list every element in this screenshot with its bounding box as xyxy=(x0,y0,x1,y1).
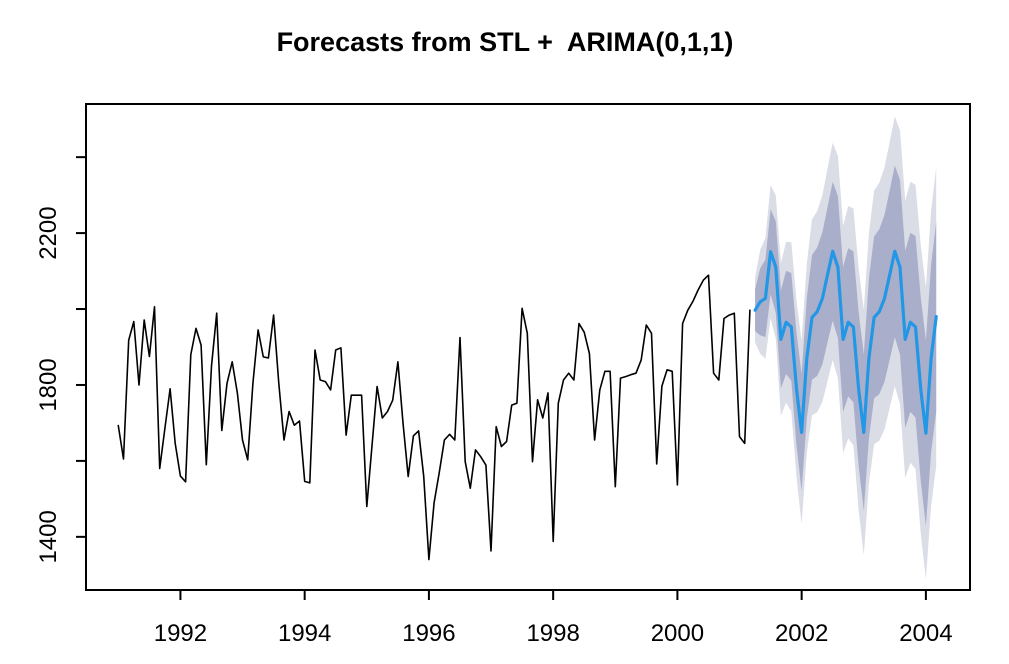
y-tick-label: 1800 xyxy=(35,358,62,411)
x-tick-label: 1996 xyxy=(402,620,455,647)
x-tick-label: 2002 xyxy=(775,620,828,647)
x-tick-label: 1998 xyxy=(526,620,579,647)
plot-border xyxy=(85,103,971,591)
series-lines xyxy=(117,249,938,561)
y-tick-label: 1400 xyxy=(35,510,62,563)
x-tick-label: 1994 xyxy=(278,620,331,647)
y-tick-label: 2200 xyxy=(35,206,62,259)
x-tick-label: 1992 xyxy=(154,620,207,647)
forecast-mean-line xyxy=(753,249,938,435)
x-tick-label: 2000 xyxy=(651,620,704,647)
x-tick-label: 2004 xyxy=(899,620,952,647)
prediction-intervals xyxy=(755,116,937,579)
observed-line xyxy=(117,274,751,561)
axes: 1992 1994 1996 1998 2000 2002 2004 1400 1800 2200 xyxy=(35,103,971,647)
interval-80-band xyxy=(755,165,937,527)
chart-title: Forecasts from STL + ARIMA(0,1,1) xyxy=(277,27,734,57)
